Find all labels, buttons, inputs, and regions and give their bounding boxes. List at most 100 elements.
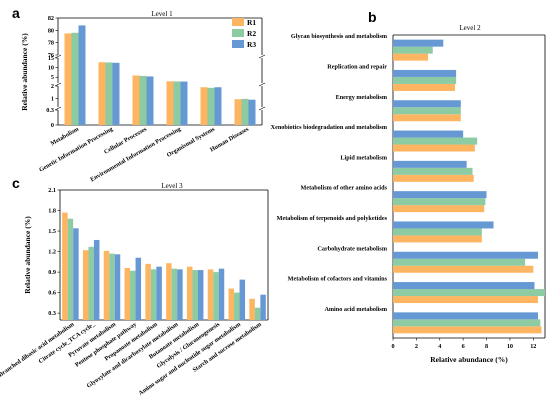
legend-swatch-r3 (232, 40, 244, 48)
chart-a-title: Level 1 (151, 10, 173, 18)
y-tick-label: 82 (48, 15, 54, 22)
bar-r1 (166, 81, 174, 125)
bar-r2 (88, 246, 94, 320)
y-category-label: Lipid metabolism (340, 154, 387, 161)
chart-b-x-label: Relative abundance (%) (430, 355, 508, 364)
bar-r1 (393, 235, 482, 243)
bar-r3 (393, 191, 487, 199)
bar-r1 (82, 250, 89, 320)
bar-r3 (114, 254, 121, 320)
y-tick-label: 10 (48, 65, 54, 72)
y-tick-label: 0.3 (46, 107, 54, 114)
bar-r2 (393, 228, 482, 236)
bar-r1 (64, 33, 72, 125)
bar-r3 (260, 294, 266, 320)
bar-r3 (393, 221, 494, 229)
bar-r2 (192, 270, 198, 320)
y-category-label: Xenobiotics biodegradation and metabolis… (271, 124, 388, 131)
y-tick-label: 1 (51, 95, 54, 102)
bar-r3 (73, 228, 79, 320)
x-category-label: C5-Branched dibasic acid metabolism (0, 320, 76, 384)
x-category-label: Human Diseases (209, 125, 251, 153)
y-tick-label: 0.6 (48, 290, 56, 297)
bar-r3 (393, 282, 535, 290)
bar-r2 (393, 107, 461, 115)
bar-r1 (234, 99, 242, 125)
panel-b-letter: b (368, 9, 377, 25)
axis-break-gap (57, 55, 263, 58)
bar-r2 (393, 167, 473, 175)
bar-r1 (207, 269, 214, 320)
bar-r1 (103, 250, 110, 320)
bar-r3 (393, 312, 538, 320)
bar-r3 (393, 160, 467, 168)
bar-r2 (207, 87, 215, 125)
y-category-label: Replication and repair (327, 63, 387, 70)
chart-b-title: Level 2 (459, 24, 481, 32)
bar-r2 (139, 75, 147, 125)
bar-r3 (393, 100, 461, 108)
y-category-label: Glycan biosynthesis and metabolism (291, 33, 388, 40)
legend-label-r1: R1 (247, 18, 256, 27)
bar-r3 (135, 257, 142, 320)
bar-r3 (177, 269, 183, 320)
y-tick-label: 15 (48, 55, 54, 62)
y-tick-label: 76 (48, 52, 54, 59)
bar-r3 (146, 76, 154, 125)
bar-r3 (393, 130, 464, 138)
bar-r1 (124, 268, 131, 320)
y-tick-label: 1.2 (48, 249, 56, 256)
bar-r1 (393, 83, 455, 91)
bar-r1 (145, 263, 151, 320)
x-tick-label: 10 (507, 343, 513, 350)
bar-r3 (180, 81, 188, 125)
y-tick-label: 0 (51, 122, 54, 129)
bar-r1 (186, 266, 193, 320)
bar-r3 (393, 251, 538, 259)
bar-r2 (173, 81, 181, 125)
bar-r1 (249, 298, 255, 320)
y-tick-label: 0.3 (48, 310, 56, 317)
bar-r3 (218, 268, 225, 320)
bar-r3 (93, 239, 100, 320)
axis-break-marks (54, 54, 266, 111)
legend-label-r3: R3 (247, 40, 256, 49)
bar-r1 (393, 144, 475, 152)
bar-r2 (393, 319, 541, 327)
bar-r1 (393, 114, 461, 122)
axis-break-gap (57, 107, 263, 110)
y-category-label: Energy metabolism (336, 94, 388, 101)
legend-swatch-r1 (232, 18, 244, 26)
bar-r2 (150, 269, 157, 320)
y-tick-label: 1.5 (48, 228, 56, 235)
bar-r2 (109, 253, 115, 320)
bar-r3 (112, 62, 120, 125)
legend-label-r2: R2 (247, 29, 256, 38)
axis-break-slash (54, 82, 62, 87)
y-tick-label: 78 (48, 40, 54, 47)
x-tick-label: 2 (415, 343, 418, 350)
bar-r1 (393, 174, 474, 182)
bar-r3 (214, 87, 222, 125)
x-tick-label: 4 (438, 343, 441, 350)
axis-break-slash (258, 106, 266, 111)
bar-r1 (393, 296, 538, 304)
y-tick-label: 2 (51, 83, 54, 90)
axis-break-gap (57, 83, 263, 86)
axis-break-slash (258, 54, 266, 59)
y-tick-label: 5 (51, 74, 54, 81)
bar-r2 (393, 289, 545, 297)
bar-r2 (234, 292, 240, 320)
bar-r1 (62, 212, 68, 320)
bar-r1 (228, 288, 235, 320)
y-category-label: Carbohydrate metabolism (317, 245, 387, 252)
y-category-label: Metabolism of other amino acids (300, 185, 387, 192)
y-tick-label: 80 (48, 27, 54, 34)
bar-r1 (393, 53, 429, 61)
bar-r1 (200, 87, 208, 125)
bar-r3 (248, 99, 256, 125)
bar-r2 (393, 46, 433, 54)
panel-a-letter: a (12, 5, 20, 21)
bar-r2 (393, 76, 457, 84)
